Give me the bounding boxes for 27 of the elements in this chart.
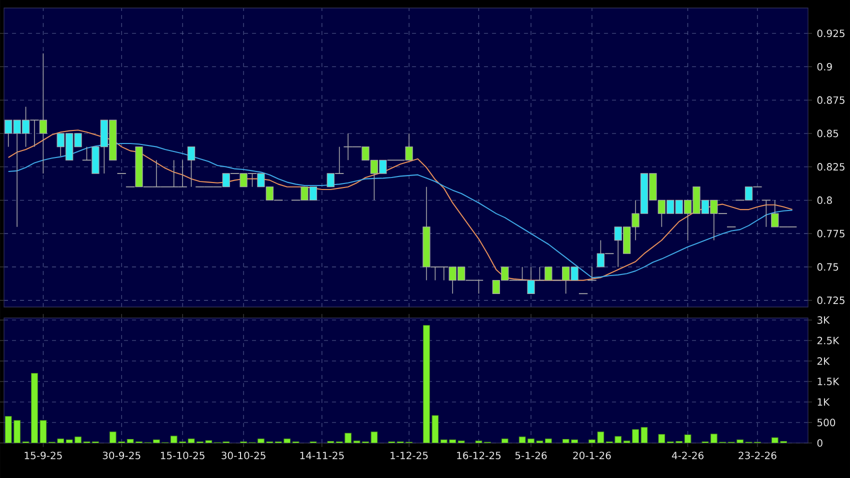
x-tick-label: 15-9-25 xyxy=(24,452,62,460)
x-tick-label: 23-2-26 xyxy=(738,452,776,460)
y-tick-label: 0.85 xyxy=(817,130,838,138)
x-tick-label: 5-1-26 xyxy=(515,452,547,460)
x-tick-label: 16-12-25 xyxy=(457,452,501,460)
y-tick-label: 0.725 xyxy=(817,296,844,304)
x-tick-label: 30-9-25 xyxy=(102,452,140,460)
y-tick-label: 0.75 xyxy=(817,263,838,271)
y-tick-label: 0.8 xyxy=(817,196,832,204)
y-tick-label: 500 xyxy=(817,418,836,426)
y-tick-label: 2.5K xyxy=(817,336,840,344)
x-tick-label: 15-10-25 xyxy=(160,452,204,460)
y-tick-label: 0.875 xyxy=(817,96,844,104)
y-tick-label: 0 xyxy=(817,439,822,447)
y-tick-label: 0.9 xyxy=(817,62,832,71)
y-tick-label: 0.825 xyxy=(817,163,844,171)
y-tick-label: 0.775 xyxy=(817,230,844,238)
y-tick-label: 1.5K xyxy=(818,378,840,386)
x-tick-label: 20-1-26 xyxy=(573,452,611,460)
x-tick-label: 14-11-25 xyxy=(300,452,344,460)
y-tick-label: 3K xyxy=(817,316,830,324)
y-tick-label: 0.925 xyxy=(817,30,844,38)
y-tick-label: 2K xyxy=(817,357,830,365)
x-tick-label: 1-12-25 xyxy=(390,452,428,460)
x-tick-label: 4-2-26 xyxy=(672,452,704,460)
y-tick-label: 1K xyxy=(818,398,830,406)
x-tick-label: 30-10-25 xyxy=(222,452,266,460)
